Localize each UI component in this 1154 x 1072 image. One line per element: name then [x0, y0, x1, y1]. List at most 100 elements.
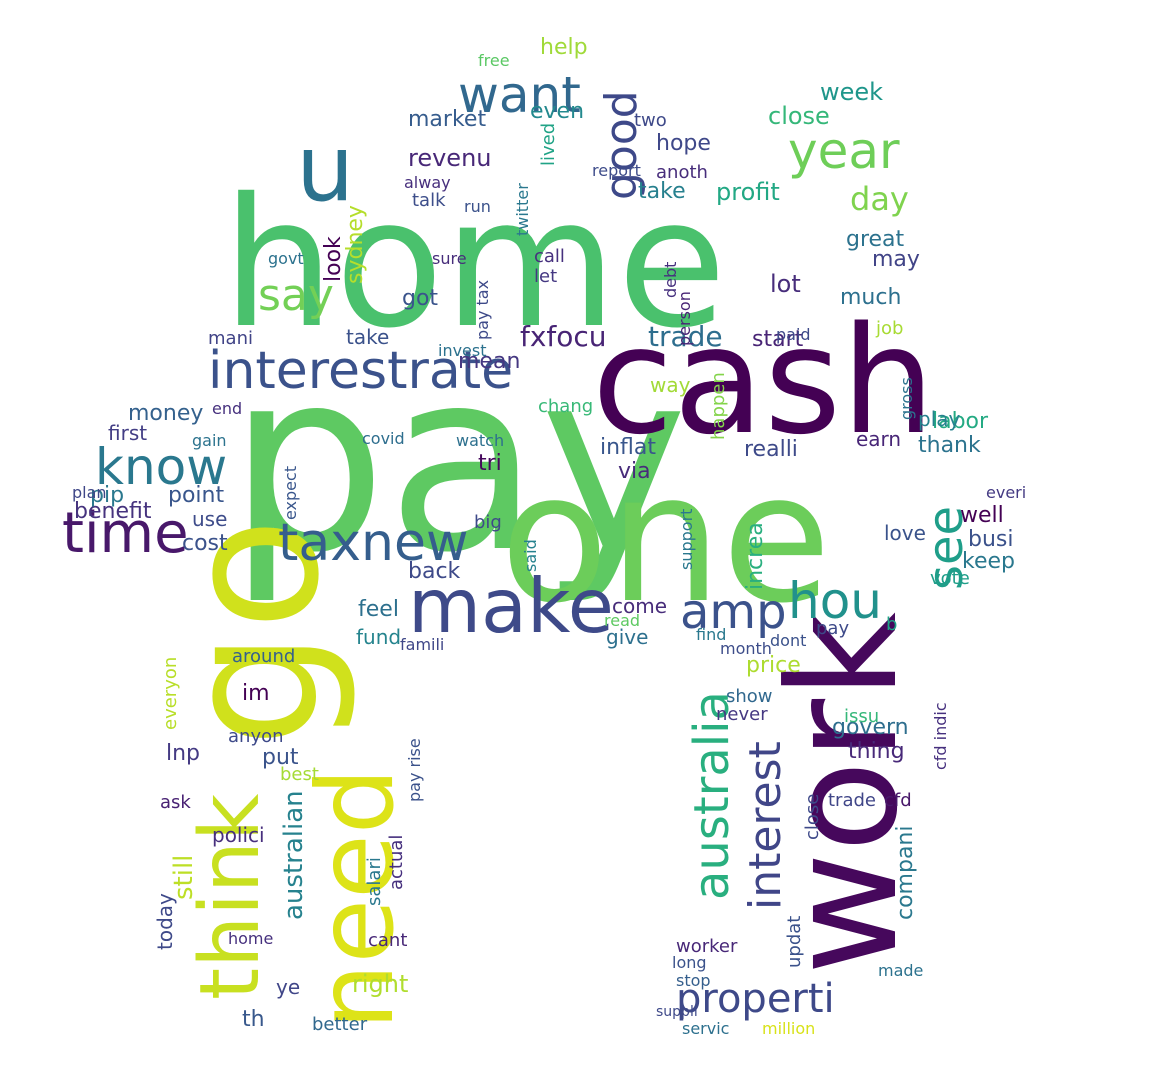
word-interestrate: interestrate: [208, 341, 513, 401]
word-plan: plan: [72, 483, 107, 502]
word-still: still: [169, 855, 199, 900]
word-fund: fund: [356, 625, 401, 649]
word-take: take: [638, 179, 686, 204]
word-pay: pay: [228, 316, 688, 607]
word-use: use: [192, 507, 227, 531]
word-need: need: [295, 768, 417, 1030]
word-much: much: [840, 285, 901, 310]
word-lnp: lnp: [166, 741, 200, 766]
word-back: back: [408, 559, 461, 584]
word-free: free: [478, 51, 510, 70]
word-person: person: [675, 291, 694, 346]
word-amp: amp: [680, 584, 787, 640]
word-revenu: revenu: [408, 144, 492, 172]
word-debt: debt: [661, 262, 680, 298]
word-earn: earn: [856, 427, 901, 451]
word-help: help: [540, 35, 588, 60]
word-great: great: [846, 227, 905, 252]
word-play: play: [918, 407, 961, 431]
word-close: close: [768, 102, 830, 130]
word-happen: happen: [708, 372, 729, 440]
word-point: point: [168, 483, 224, 508]
word-best: best: [280, 764, 319, 785]
word-chang: chang: [538, 396, 593, 417]
word-first: first: [108, 421, 147, 445]
word-labor: labor: [932, 409, 989, 434]
word-market: market: [408, 107, 486, 132]
word-made: made: [878, 961, 923, 980]
word-home: home: [222, 160, 727, 367]
word-sure: sure: [432, 249, 467, 268]
word-work: work: [757, 612, 931, 975]
word-compani: compani: [893, 826, 918, 921]
word-via: via: [618, 459, 651, 484]
word-let: let: [534, 266, 557, 287]
word-taxnew: taxnew: [278, 513, 469, 573]
word-thing: thing: [848, 739, 905, 764]
word-week: week: [820, 78, 883, 106]
word-never: never: [716, 704, 768, 725]
word-anoth: anoth: [656, 162, 708, 183]
word-gross: gross: [897, 377, 916, 420]
word-trade: trade: [648, 320, 723, 353]
word-b: b: [886, 614, 897, 635]
word-support: support: [677, 509, 696, 570]
word-around: around: [232, 646, 295, 667]
word-two: two: [634, 110, 667, 131]
word-updat: updat: [784, 916, 805, 968]
word-time: time: [62, 501, 189, 566]
word-read: read: [604, 611, 640, 630]
word-busi: busi: [968, 527, 1013, 552]
word-run: run: [464, 197, 491, 216]
word-inflat: inflat: [600, 435, 656, 460]
word-take-2: take: [346, 325, 389, 349]
word-ye: ye: [276, 975, 300, 999]
cloud-words: pay home one cash go work need make taxn…: [62, 35, 1026, 1038]
word-day: day: [850, 180, 909, 218]
word-alway: alway: [404, 173, 451, 192]
word-actual: actual: [386, 835, 407, 890]
word-expect: expect: [281, 466, 300, 520]
word-govt: govt: [268, 249, 304, 268]
word-watch: watch: [456, 431, 504, 450]
word-say: say: [258, 270, 334, 321]
word-tri: tri: [478, 451, 502, 476]
word-anyon: anyon: [228, 726, 284, 747]
word-cash: cash: [592, 295, 935, 467]
word-lot: lot: [770, 270, 801, 298]
word-hope: hope: [656, 131, 711, 156]
word-sydney: sydney: [343, 205, 368, 284]
word-fxfocu: fxfocu: [520, 320, 607, 353]
word-give: give: [606, 625, 648, 649]
word-put: put: [262, 745, 299, 770]
word-good: good: [596, 90, 647, 200]
word-vote: vote: [930, 568, 970, 589]
word-show: show: [726, 686, 773, 707]
word-even: even: [530, 99, 584, 124]
word-pay-tax: pay tax: [473, 280, 492, 340]
word-realli: realli: [744, 437, 798, 462]
word-benefit: benefit: [74, 499, 152, 524]
word-twitter: twitter: [513, 183, 532, 236]
word-want: want: [458, 66, 581, 124]
word-think: think: [183, 793, 278, 1000]
word-im: im: [242, 681, 270, 706]
word-worker: worker: [676, 936, 738, 957]
word-one: one: [500, 435, 831, 642]
word-profit: profit: [716, 178, 780, 206]
word-end: end: [212, 399, 242, 418]
word-mani: mani: [208, 328, 253, 349]
word-love: love: [884, 521, 926, 545]
word-home-small: home: [228, 929, 273, 948]
word-got: got: [402, 286, 438, 311]
word-pip: pip: [90, 483, 124, 508]
word-servic: servic: [682, 1019, 729, 1038]
word-today: today: [153, 893, 177, 950]
word-ask: ask: [160, 792, 191, 813]
word-trade-2: trade: [828, 790, 876, 811]
word-may: may: [872, 247, 920, 272]
word-famili: famili: [400, 635, 444, 654]
word-suppli: suppli: [656, 1004, 698, 1020]
word-report: report: [592, 161, 641, 180]
